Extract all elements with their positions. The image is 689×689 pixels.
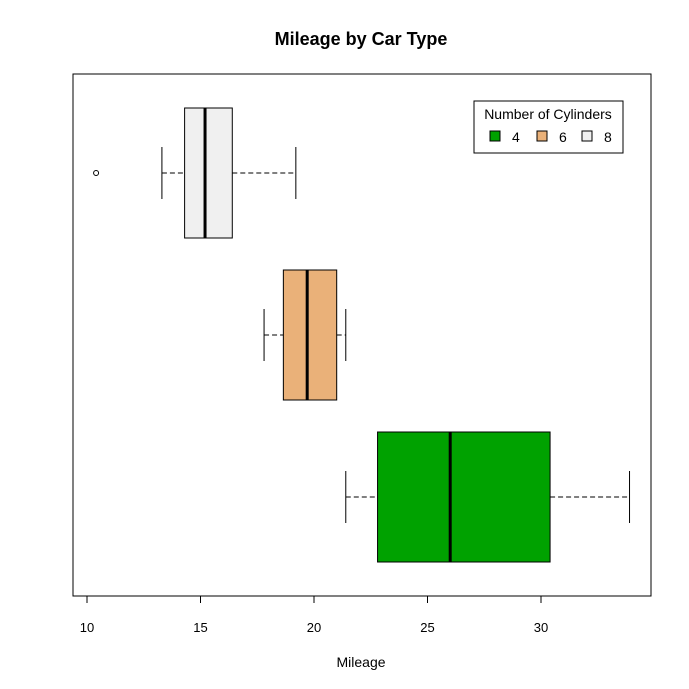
box-6-cyl — [263, 269, 347, 401]
iqr-box — [282, 269, 338, 401]
iqr-box — [377, 431, 551, 563]
legend-title: Number of Cylinders — [484, 106, 612, 122]
x-tick-label: 25 — [420, 620, 434, 635]
legend-swatch-4 — [489, 130, 501, 142]
x-tick-label: 15 — [193, 620, 207, 635]
x-axis: 10 15 20 25 30 — [80, 595, 548, 635]
x-axis-label: Mileage — [336, 654, 385, 670]
x-tick-label: 20 — [307, 620, 321, 635]
x-tick-label: 30 — [534, 620, 548, 635]
legend-label-8: 8 — [604, 129, 612, 145]
iqr-box — [184, 107, 233, 239]
legend-swatch-8 — [581, 130, 593, 142]
legend-swatch-6 — [536, 130, 548, 142]
chart-title: Mileage by Car Type — [275, 29, 448, 49]
legend-box — [473, 100, 624, 154]
legend-label-4: 4 — [512, 129, 520, 145]
x-tick-label: 10 — [80, 620, 94, 635]
legend-label-6: 6 — [559, 129, 567, 145]
outlier-point — [93, 170, 100, 176]
box-8-cyl — [93, 107, 297, 239]
box-4-cyl — [345, 431, 631, 563]
legend: Number of Cylinders 4 6 8 — [473, 100, 624, 154]
